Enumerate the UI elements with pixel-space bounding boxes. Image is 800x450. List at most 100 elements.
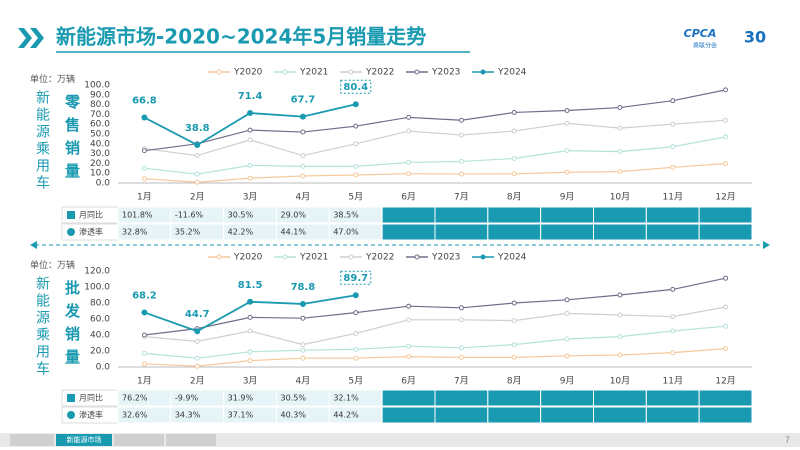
y-tick-label: 70.0 [90,110,110,120]
point [194,328,201,335]
point [141,165,147,171]
data-label: 68.2 [132,290,157,301]
footer-tab[interactable] [10,434,54,446]
footer-tab-label[interactable]: 新能源市场 [67,435,102,444]
point [300,129,306,135]
legend-marker [216,254,222,260]
point [511,300,517,306]
point [617,169,623,175]
point [617,352,623,358]
point [406,303,412,309]
point [141,361,147,367]
table-cell [381,206,436,224]
data-label: 81.5 [238,280,263,291]
legend-label: Y2022 [365,68,394,78]
data-label: 38.8 [185,123,210,134]
table-cell [645,223,700,241]
point [194,338,200,344]
point [723,134,729,140]
y-tick-label: 40.0 [90,331,110,341]
point [406,114,412,120]
point [352,101,359,108]
legend-label: Y2022 [365,253,394,263]
x-tick-label: 9月 [560,192,575,203]
legend-marker [480,254,486,260]
data-label: 80.4 [343,82,368,93]
point [406,128,412,134]
footer-tab[interactable] [114,434,164,446]
table-cell-text: 40.3% [281,411,307,420]
point [300,347,306,353]
table-cell-text: 38.5% [333,211,359,220]
table-icon [67,394,75,402]
table-cell [434,406,489,424]
point [247,175,253,181]
point [723,117,729,123]
table-row-label: 月同比 [79,393,103,403]
table-cell [487,206,542,224]
point [300,173,306,179]
point [617,125,623,131]
table-cell-text: 31.9% [228,394,254,403]
table-cell-text: 34.3% [175,411,201,420]
legend-label: Y2020 [233,253,263,263]
table-cell [645,406,700,424]
point [300,163,306,169]
table-cell-text: 30.5% [228,211,254,220]
table-cell [540,223,595,241]
legend-label: Y2023 [431,253,460,263]
table-cell [540,406,595,424]
point [194,355,200,361]
point [247,314,253,320]
point [353,141,359,147]
point [723,161,729,167]
point [300,153,306,159]
table-cell-text: 35.2% [175,228,201,237]
series-line [144,325,726,359]
legend-label: Y2024 [497,68,527,78]
table-icon [67,411,75,419]
point [723,304,729,310]
label-box [340,270,372,285]
footer-tab[interactable] [56,434,112,446]
table-cell-text: 32.1% [333,394,359,403]
point [564,148,570,154]
y-tick-label: 10.0 [90,169,110,179]
y-tick-label: 60.0 [90,315,110,325]
point [299,300,306,307]
point [458,158,464,164]
footer-tab[interactable] [166,434,216,446]
table-cell [487,389,542,407]
legend-label: Y2021 [299,68,328,78]
table-row-label: 渗透率 [79,227,103,237]
table-cell [487,223,542,241]
table-icon [67,228,75,236]
point [511,354,517,360]
x-tick-label: 10月 [610,192,630,203]
y-tick-label: 120.0 [84,267,110,277]
side-label: 批发销量 [63,280,81,372]
x-tick-label: 12月 [715,192,735,203]
table-cell [434,206,489,224]
x-tick-label: 9月 [560,376,575,387]
point [353,330,359,336]
point [141,350,147,356]
y-tick-label: 80.0 [90,299,110,309]
title: 新能源市场-2020~2024年5月销量走势 [56,25,426,49]
x-tick-label: 3月 [243,192,258,203]
point [564,353,570,359]
chevron [30,28,44,48]
legend-label: Y2020 [233,68,263,78]
data-label: 66.8 [132,96,157,107]
table-cell-text: 32.8% [122,228,148,237]
point [141,309,148,316]
point [458,317,464,323]
point [617,105,623,111]
point [247,298,254,305]
legend-marker [348,69,354,75]
series-line [144,306,726,346]
y-tick-label: 50.0 [90,130,110,140]
unit: 单位：万辆 [30,261,76,271]
point [353,355,359,361]
